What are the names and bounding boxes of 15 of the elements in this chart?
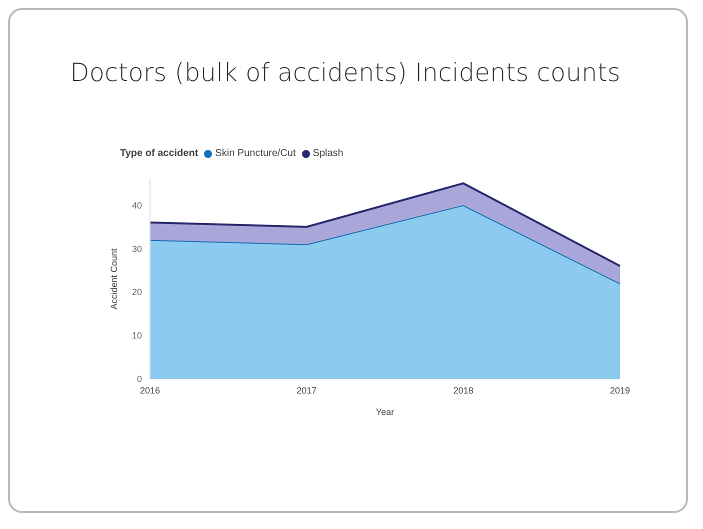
y-tick-label: 40	[132, 200, 142, 210]
legend-label: Splash	[312, 148, 344, 159]
y-tick-label: 20	[132, 287, 142, 298]
y-axis-title: Accident Count	[109, 248, 120, 310]
x-tick-label: 2018	[453, 385, 474, 396]
x-axis-title: Year	[376, 407, 394, 417]
y-tick-label: 0	[136, 374, 142, 384]
x-tick-label: 2017	[296, 385, 317, 396]
y-tick-label: 10	[132, 330, 142, 341]
x-tick-label: 2016	[140, 385, 160, 396]
chart-title: Doctors (bulk of accidents) Incidents counts	[70, 58, 620, 87]
x-tick-label: 2019	[610, 385, 630, 396]
legend-title: Type of accident	[120, 148, 198, 159]
y-tick-label: 30	[132, 244, 142, 254]
legend-label: Skin Puncture/Cut	[214, 148, 296, 159]
